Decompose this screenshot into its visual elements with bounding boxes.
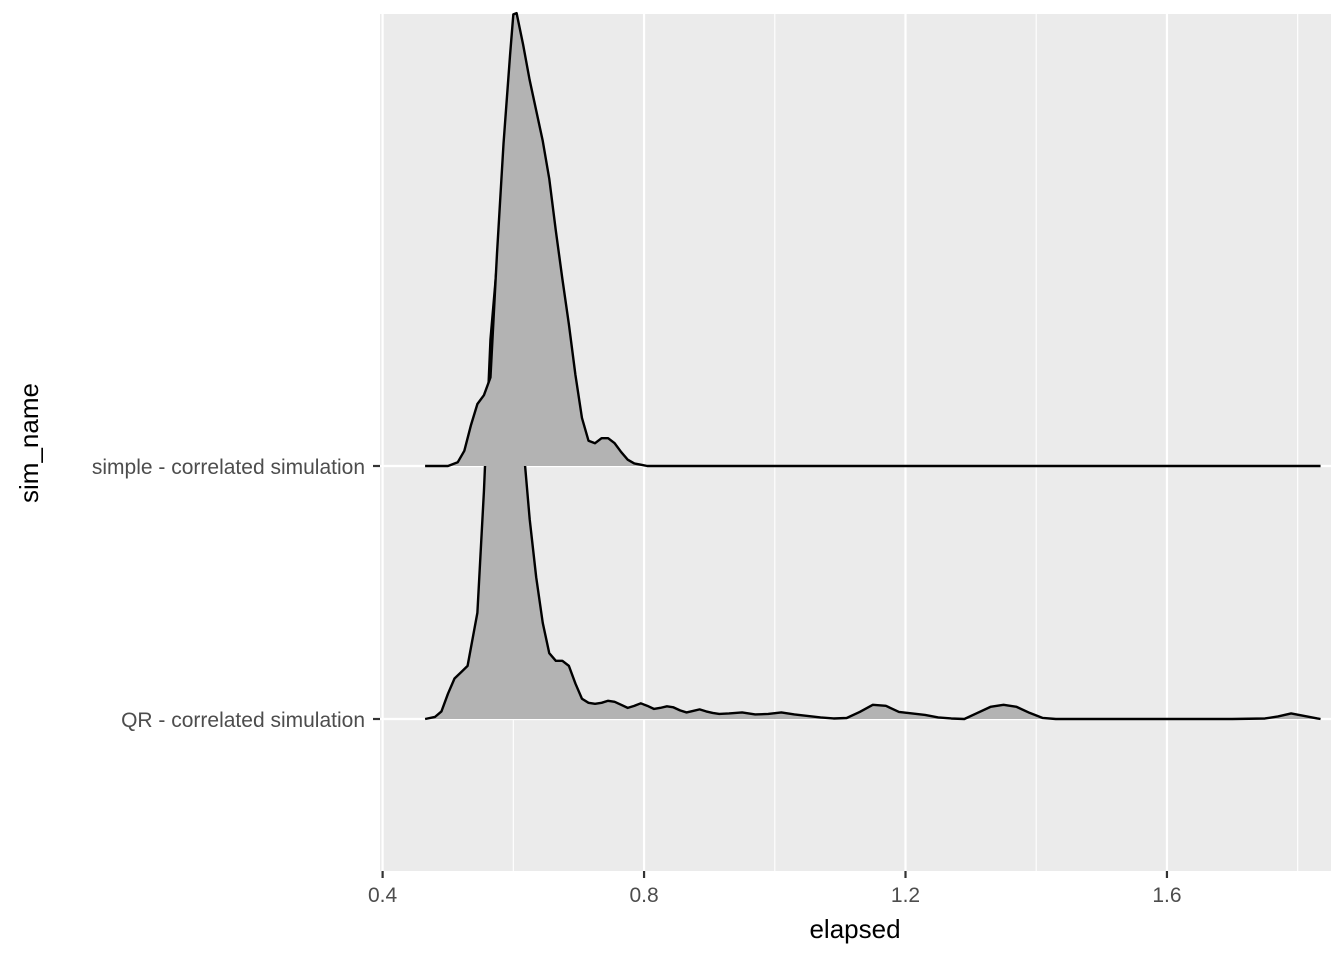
ridge-fill-1 [425, 13, 1321, 466]
x-axis-title: elapsed [809, 914, 900, 944]
axes: 0.4 0.8 1.2 1.6 QR - correlated simulation si… [92, 456, 1182, 907]
y-tick-label-0: QR - correlated simulation [121, 709, 365, 732]
x-tick-label-1: 0.8 [629, 884, 658, 907]
x-tick-label-0: 0.4 [368, 884, 398, 907]
ridge-line-1 [425, 11, 1321, 468]
ridge-1 [425, 11, 1321, 468]
ridges [424, 11, 1321, 721]
x-tick-label-3: 1.6 [1152, 884, 1181, 907]
x-tick-label-2: 1.2 [891, 884, 920, 907]
y-tick-label-1: simple - correlated simulation [92, 456, 365, 479]
y-axis-title: sim_name [14, 383, 44, 503]
ridge-fill-0 [425, 263, 1321, 719]
